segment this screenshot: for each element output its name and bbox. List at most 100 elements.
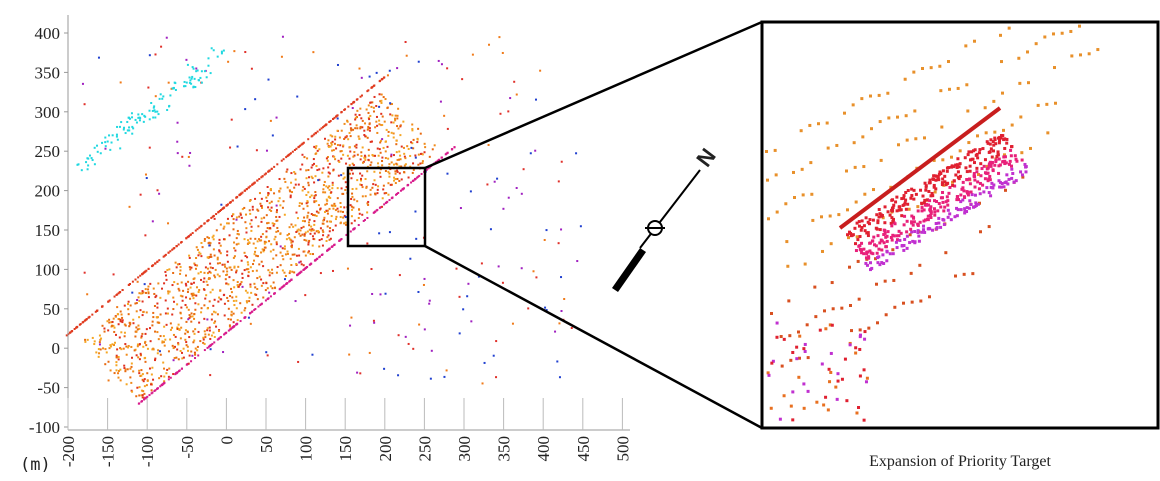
point: [252, 263, 254, 265]
point: [223, 238, 225, 240]
point: [212, 332, 214, 334]
point: [373, 107, 375, 109]
point: [116, 134, 118, 136]
point: [1046, 131, 1049, 134]
point: [231, 327, 233, 329]
point: [333, 203, 335, 205]
point: [561, 161, 563, 163]
point: [939, 226, 942, 229]
point: [313, 181, 315, 183]
point: [134, 302, 136, 304]
point: [194, 277, 196, 279]
point: [978, 187, 981, 190]
point: [256, 270, 258, 272]
point: [180, 307, 182, 309]
point: [369, 76, 371, 78]
point: [986, 140, 989, 143]
point: [257, 306, 259, 308]
point: [275, 220, 277, 222]
point: [938, 173, 941, 176]
point: [188, 363, 190, 365]
inset-frame: [762, 22, 1158, 428]
point: [1000, 137, 1003, 140]
point: [236, 216, 238, 218]
point: [89, 316, 91, 318]
point: [342, 154, 344, 156]
point: [328, 234, 330, 236]
point: [188, 156, 190, 158]
point: [130, 346, 132, 348]
point: [391, 132, 393, 134]
point: [137, 343, 139, 345]
point: [119, 126, 121, 128]
point: [238, 286, 240, 288]
point: [975, 170, 978, 173]
point: [213, 248, 215, 250]
point: [128, 284, 130, 286]
point: [988, 151, 991, 154]
inset-caption: Expansion of Priority Target: [869, 453, 1051, 470]
point: [546, 229, 548, 231]
point: [157, 349, 159, 351]
point: [87, 168, 89, 170]
point: [221, 52, 223, 54]
point: [369, 130, 371, 132]
point: [197, 354, 199, 356]
point: [169, 338, 171, 340]
point: [498, 265, 500, 267]
point: [298, 184, 300, 186]
point: [147, 379, 149, 381]
point: [282, 36, 284, 38]
point: [98, 356, 100, 358]
point: [254, 198, 256, 200]
point: [883, 221, 886, 224]
point: [319, 129, 321, 131]
point: [212, 305, 214, 307]
point: [809, 161, 812, 164]
point: [135, 331, 137, 333]
point: [251, 304, 253, 306]
point: [306, 217, 308, 219]
point: [964, 156, 967, 159]
point: [301, 164, 303, 166]
point: [263, 217, 265, 219]
point: [167, 222, 169, 224]
point: [201, 307, 203, 309]
point: [993, 164, 996, 167]
point: [364, 219, 366, 221]
point: [226, 222, 228, 224]
point: [220, 245, 222, 247]
point: [104, 141, 106, 143]
point: [241, 217, 243, 219]
point: [291, 271, 293, 273]
point: [178, 328, 180, 330]
point: [224, 266, 226, 268]
point: [321, 172, 323, 174]
point: [389, 231, 391, 233]
point: [1088, 52, 1091, 55]
point: [988, 162, 991, 165]
point: [235, 296, 237, 298]
point: [84, 103, 86, 105]
point: [872, 236, 875, 239]
point: [176, 349, 178, 351]
point: [880, 239, 883, 242]
point: [802, 347, 805, 350]
point: [973, 161, 976, 164]
point: [284, 248, 286, 250]
point: [323, 217, 325, 219]
point: [321, 254, 323, 256]
point: [368, 155, 370, 157]
point: [906, 235, 909, 238]
point: [181, 295, 183, 297]
point: [298, 261, 300, 263]
point: [830, 352, 833, 355]
point: [379, 293, 381, 295]
point: [220, 252, 222, 254]
point: [946, 167, 949, 170]
point: [936, 209, 939, 212]
point: [116, 126, 118, 128]
point: [327, 166, 329, 168]
point: [107, 329, 109, 331]
point: [118, 358, 120, 360]
